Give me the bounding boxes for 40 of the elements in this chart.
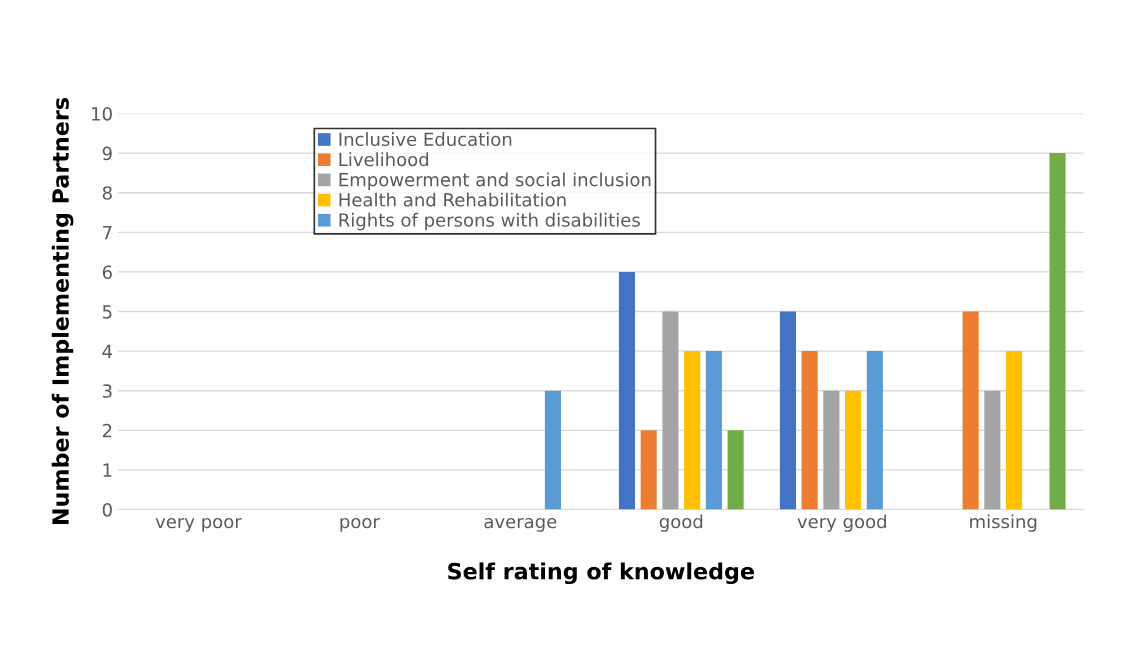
bar bbox=[823, 390, 840, 510]
x-axis-title: Self rating of knowledge bbox=[448, 562, 754, 585]
y-tick-label: 6 bbox=[102, 265, 112, 280]
y-tick-label: 4 bbox=[102, 344, 113, 358]
legend-label: Livelihood bbox=[339, 152, 429, 167]
y-tick-label: 3 bbox=[102, 384, 112, 398]
y-tick-label: 0 bbox=[102, 502, 112, 517]
bar bbox=[866, 351, 883, 510]
y-tick-label: 5 bbox=[102, 305, 112, 319]
bar bbox=[801, 351, 818, 510]
y-tick-label: 10 bbox=[92, 106, 112, 121]
legend-label: Empowerment and social inclusion bbox=[339, 172, 651, 190]
bar bbox=[779, 311, 796, 510]
y-tick-label: 8 bbox=[102, 186, 112, 200]
y-tick-label: 2 bbox=[102, 423, 112, 438]
bar bbox=[705, 351, 722, 510]
y-tick-label: 9 bbox=[102, 146, 112, 161]
y-tick-label: 7 bbox=[103, 226, 112, 240]
x-tick-label: poor bbox=[340, 517, 380, 532]
bar bbox=[1049, 153, 1066, 510]
x-tick-label: average bbox=[484, 517, 557, 532]
bar bbox=[544, 390, 561, 510]
x-tick-label: missing bbox=[970, 514, 1037, 532]
bar bbox=[618, 271, 636, 510]
x-tick-label: very good bbox=[797, 514, 886, 532]
y-axis-title: Number of Implementing Partners bbox=[51, 98, 74, 524]
bar bbox=[984, 390, 1001, 510]
y-tick-label: 1 bbox=[103, 463, 112, 477]
x-tick-label: very poor bbox=[155, 517, 242, 532]
legend-label: Health and Rehabilitation bbox=[339, 192, 566, 207]
bar bbox=[727, 430, 744, 510]
bar bbox=[845, 390, 862, 510]
legend-label: Inclusive Education bbox=[339, 132, 512, 147]
bar bbox=[962, 311, 979, 510]
bar bbox=[1006, 351, 1023, 510]
bar bbox=[640, 430, 657, 510]
bar bbox=[662, 311, 679, 510]
legend-label: Rights of persons with disabilities bbox=[339, 212, 640, 231]
bar bbox=[684, 351, 701, 510]
x-tick-label: good bbox=[659, 514, 703, 532]
